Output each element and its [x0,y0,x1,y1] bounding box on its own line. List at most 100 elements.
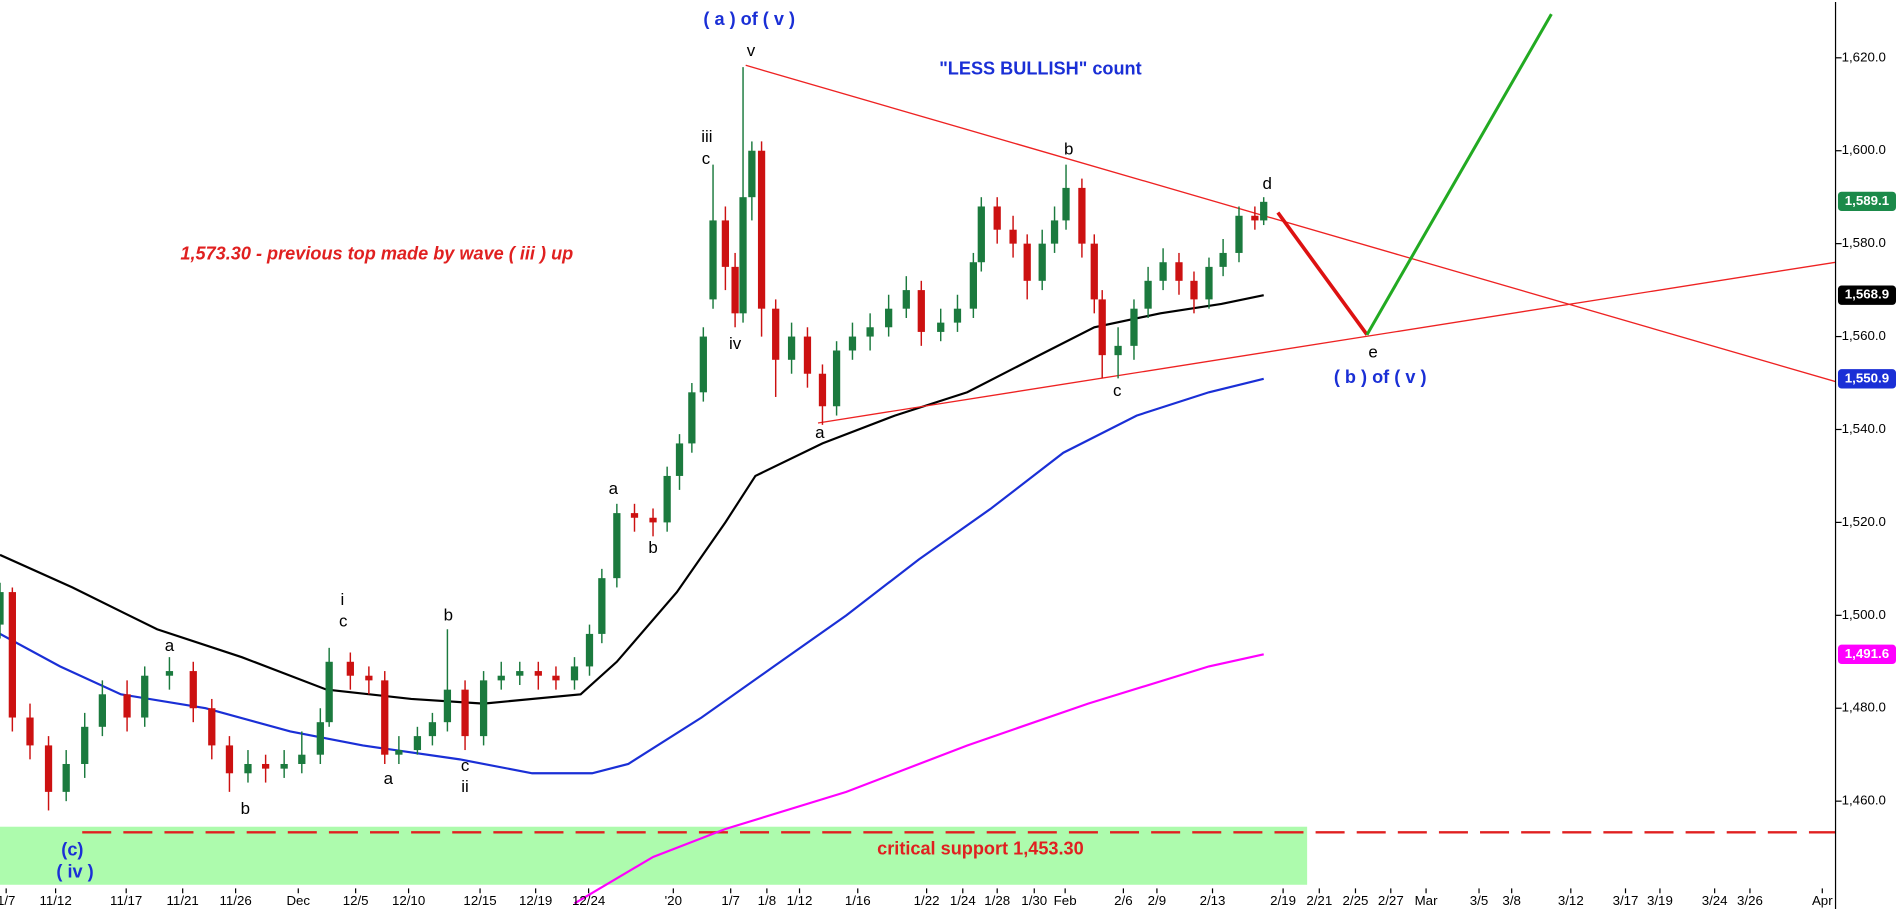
x-tick-label: 3/26 [1737,893,1763,908]
y-tick-label: 1,500.0 [1842,607,1886,622]
candle-body [1144,280,1152,309]
candle-body [208,708,216,746]
annotation: ii [461,777,469,796]
candle-body [1251,215,1259,221]
price-label: 1,589.1 [1845,193,1890,208]
annotation: c [702,149,710,168]
line-series [573,653,1264,905]
candle-body [298,754,306,764]
x-tick-label: 3/17 [1613,893,1639,908]
x-tick-label: 12/24 [572,893,605,908]
annotation: c [339,612,347,631]
annotation: ( b ) of ( v ) [1334,367,1427,387]
candle-body [552,675,560,681]
x-tick-label: 12/10 [392,893,425,908]
candle-body [443,689,452,723]
candle-body [585,633,594,667]
x-tick-label: 3/19 [1647,893,1673,908]
y-tick-label: 1,620.0 [1842,49,1886,64]
x-tick-label: Dec [286,893,310,908]
candle-body [346,661,354,676]
line-series [0,294,1264,705]
candle-body [165,671,174,676]
annotation: v [747,41,756,60]
y-tick-label: 1,460.0 [1842,793,1886,808]
x-tick-label: 1/30 [1021,893,1047,908]
candle-body [461,689,469,737]
candle-body [772,308,780,360]
candle-body [709,220,717,300]
x-tick-label: 1/12 [787,893,813,908]
annotation: (c) [61,840,83,860]
annotation: iii [701,127,712,146]
x-tick-label: 1/22 [914,893,940,908]
candle-body [598,578,606,634]
annotation: "LESS BULLISH" count [939,59,1141,79]
price-label: 1,491.6 [1845,646,1889,661]
candle-body [1090,243,1098,300]
annotation: ( a ) of ( v ) [703,9,795,29]
annotation: 1,573.30 - previous top made by wave ( i… [180,244,573,264]
candle-body [1062,187,1070,221]
y-tick-label: 1,560.0 [1842,328,1886,343]
candle-body [365,675,373,681]
candle-body [748,150,756,198]
candle-body [62,763,70,792]
candle-body [688,392,696,444]
x-tick-label: 2/25 [1343,893,1369,908]
candle-body [1219,252,1227,267]
x-tick-label: 3/12 [1558,893,1584,908]
x-tick-label: 3/5 [1470,893,1489,908]
y-tick-label: 1,540.0 [1842,421,1886,436]
x-tick-label: 12/15 [463,893,496,908]
annotation: b [444,606,453,625]
candle-body [1235,215,1243,253]
candle-body [26,717,34,746]
x-tick-label: Apr [1812,893,1833,908]
candle-body [848,336,857,351]
candle-body [818,373,827,407]
candle-body [141,675,149,718]
candle-body [534,671,542,676]
candle-body [0,592,4,625]
candle-body [739,197,747,314]
x-tick-label: 11/21 [167,893,199,908]
annotation: d [1263,174,1272,193]
annotation: a [384,769,394,788]
candle-body [280,763,288,769]
price-label-box [1837,644,1896,665]
annotation: iv [729,334,742,353]
candle-body [917,290,925,332]
annotation: e [1368,342,1377,361]
x-tick-label: 1/7 [721,893,739,908]
candle-body [803,336,812,374]
candle-body [902,290,910,309]
x-tick-label: 3/8 [1502,893,1521,908]
line-series [1365,13,1553,336]
y-tick-label: 1,520.0 [1842,514,1886,529]
candle-body [428,722,437,737]
line-series [0,377,1264,775]
candle-body [316,722,324,755]
candle-body [757,150,766,309]
x-tick-label: 2/27 [1378,893,1404,908]
candle-body [1078,187,1086,244]
annotation: a [815,423,825,442]
candle-body [630,513,639,518]
x-tick-label: 2/21 [1306,893,1332,908]
x-tick-label: 2/6 [1114,893,1132,908]
annotation: a [165,636,175,655]
x-tick-label: 11/12 [39,893,71,908]
annotation: b [241,799,250,818]
candle-body [395,750,403,755]
line-series [745,64,1836,383]
candle-body [993,206,1001,230]
y-tick-label: 1,480.0 [1842,700,1886,715]
annotation: critical support 1,453.30 [877,838,1084,858]
candle-body [261,763,270,769]
candle-body [570,666,579,681]
candle-body [699,336,707,393]
x-tick-label: 3/24 [1702,893,1728,908]
candle-body [649,517,657,523]
